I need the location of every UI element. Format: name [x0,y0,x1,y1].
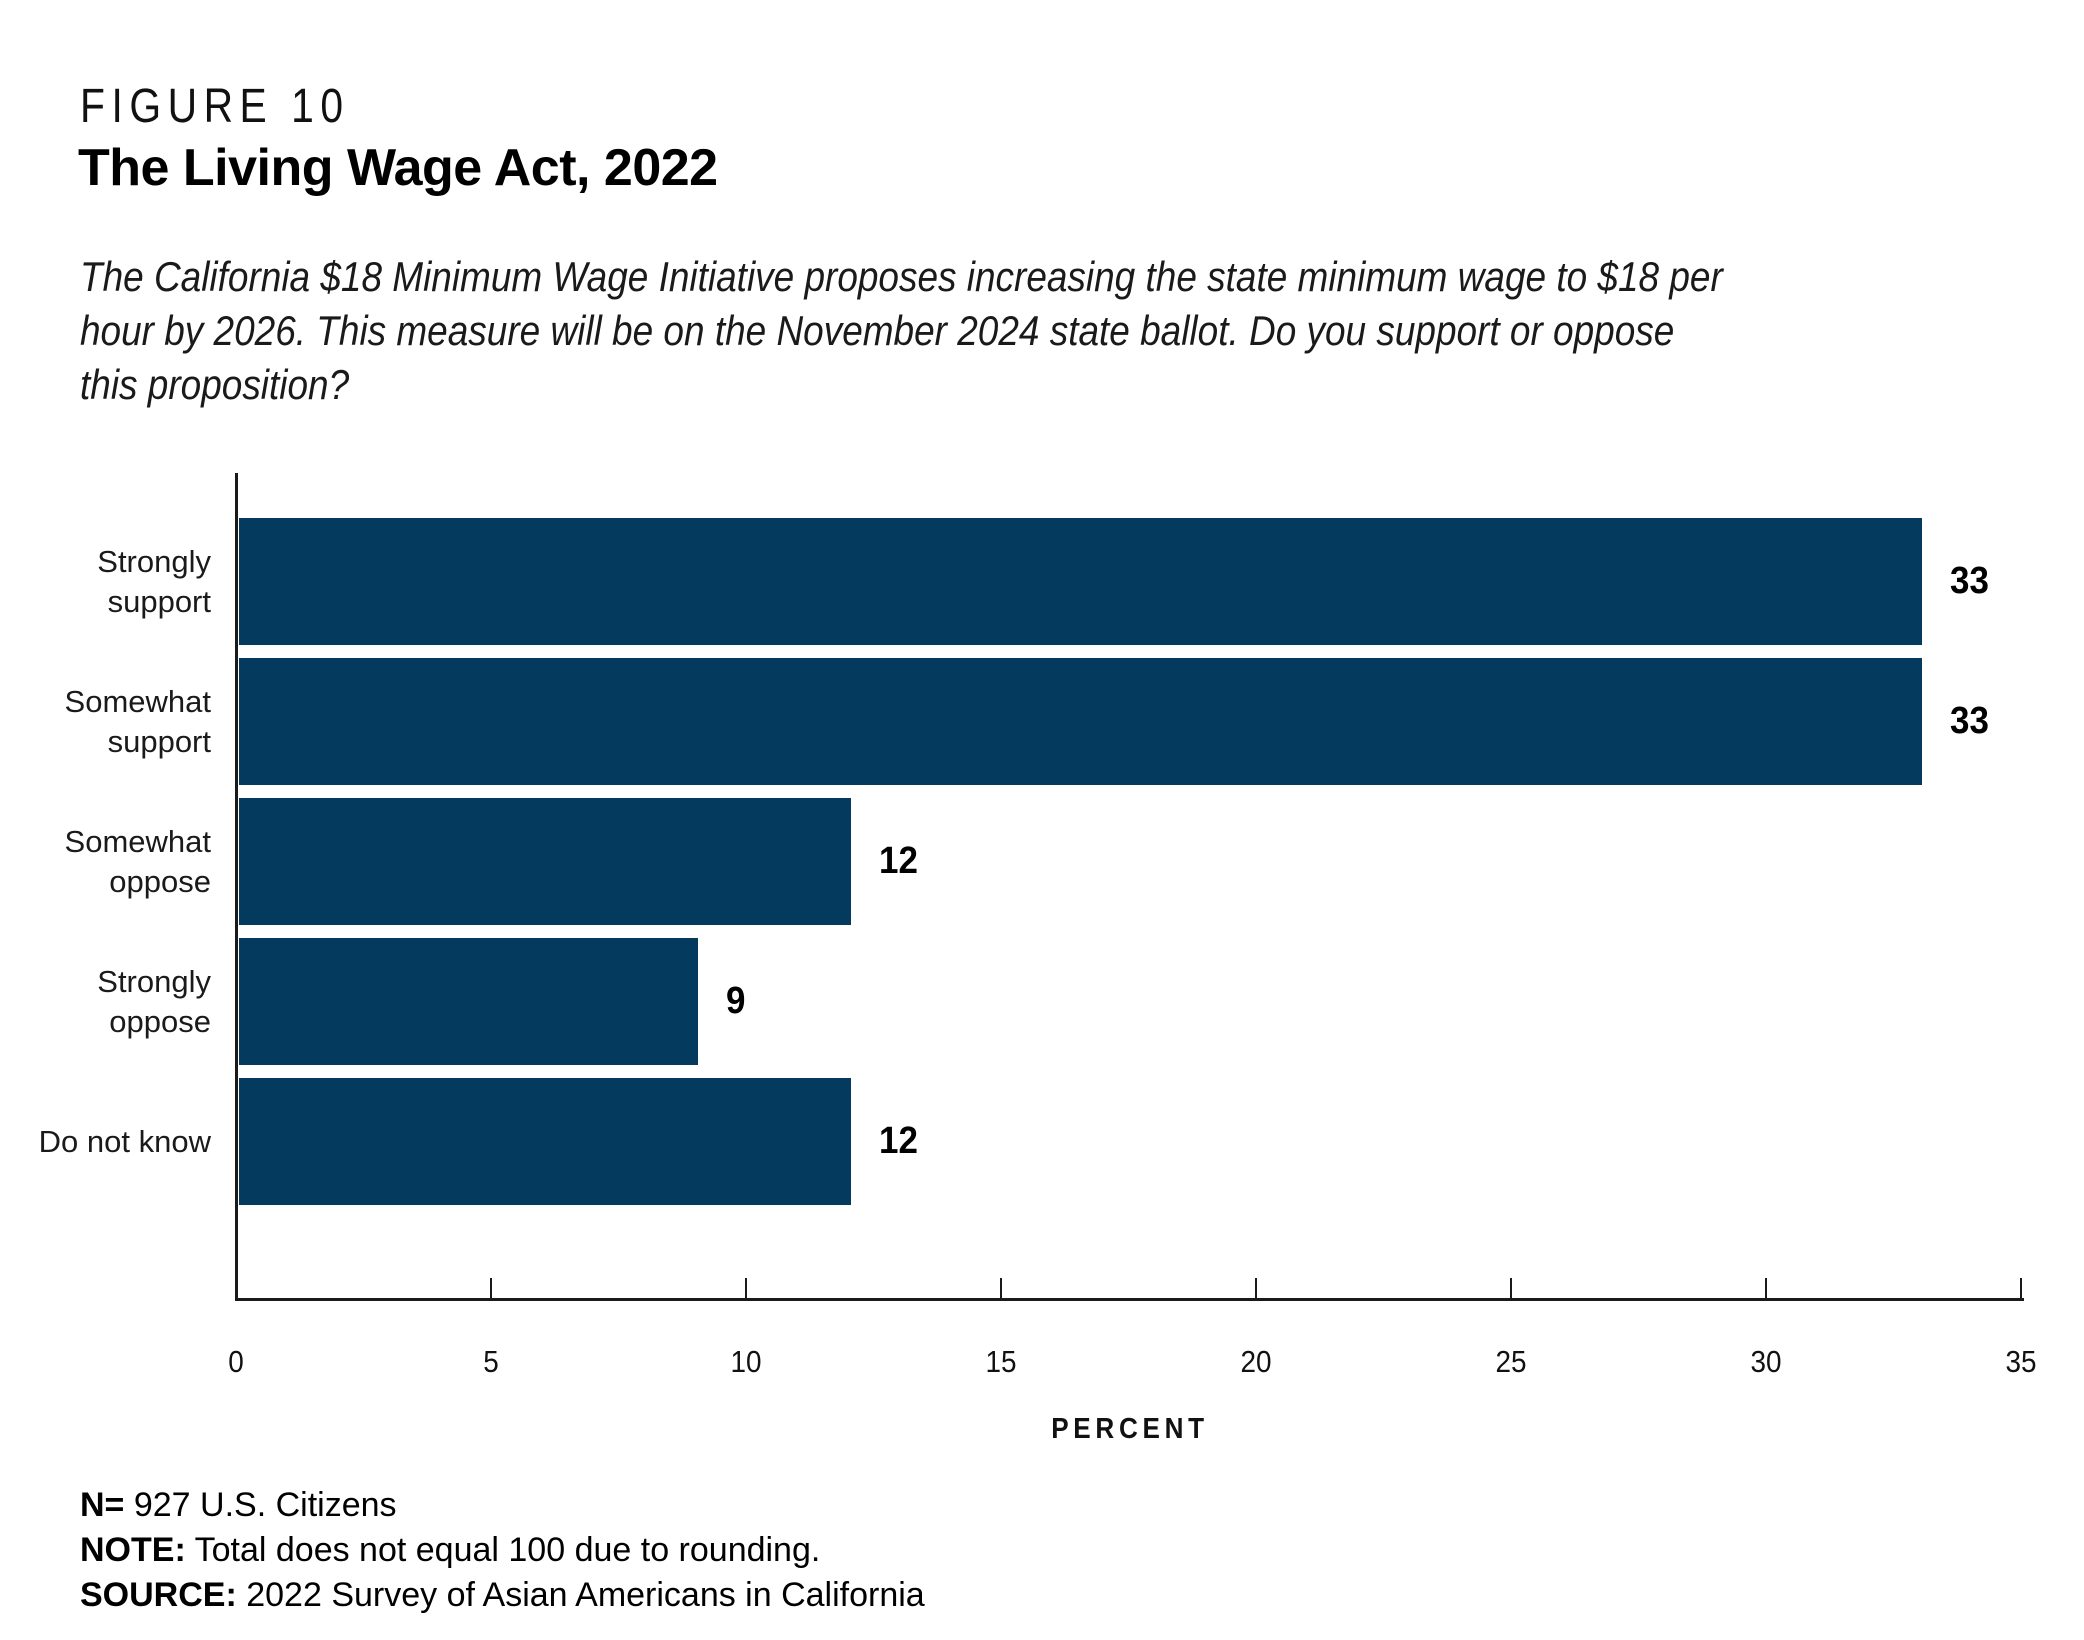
x-tick-mark [1255,1278,1257,1298]
bar-value-label: 12 [879,840,918,882]
category-label-line: Do not know [38,1123,211,1159]
figure-footnotes: N= 927 U.S. Citizens NOTE: Total does no… [80,1483,925,1618]
survey-question-text: The California $18 Minimum Wage Initiati… [80,250,1723,412]
bar-value-label: 12 [879,1120,918,1162]
figure-title: The Living Wage Act, 2022 [78,139,718,197]
x-tick-label: 35 [2005,1344,2037,1379]
footnote-source-text: 2022 Survey of Asian Americans in Califo… [236,1576,925,1614]
category-label: Somewhat support [0,658,211,785]
bar-value-label: 9 [726,980,746,1022]
question-line-1: The California $18 Minimum Wage Initiati… [80,253,1723,300]
x-tick-mark [2020,1278,2022,1298]
question-line-2: hour by 2026. This measure will be on th… [80,307,1675,354]
bar-somewhat-support [239,658,1922,785]
footnote-note: NOTE: Total does not equal 100 due to ro… [80,1528,925,1573]
footnote-source: SOURCE: 2022 Survey of Asian Americans i… [80,1573,925,1618]
category-label-line: oppose [109,863,211,899]
category-label-line: Strongly [97,543,211,579]
category-label: Do not know [0,1078,211,1205]
category-label-line: Somewhat [64,683,211,719]
x-tick-label: 20 [1240,1344,1272,1379]
category-label-line: support [107,583,211,619]
x-tick-label: 10 [730,1344,762,1379]
x-tick-mark [490,1278,492,1298]
bar-do-not-know [239,1078,851,1205]
category-label-line: support [107,723,211,759]
x-tick-mark [1765,1278,1767,1298]
category-label-line: Somewhat [64,823,211,859]
x-tick-mark [235,1278,237,1298]
x-tick-label: 30 [1750,1344,1782,1379]
footnote-source-label: SOURCE: [80,1576,237,1614]
x-tick-mark [1510,1278,1512,1298]
x-tick-label: 0 [228,1344,244,1379]
category-label: Somewhat oppose [0,798,211,925]
x-tick-mark [1000,1278,1002,1298]
bar-strongly-support [239,518,1922,645]
category-label: Strongly support [0,518,211,645]
x-tick-label: 25 [1495,1344,1527,1379]
footnote-note-text: Total does not equal 100 due to rounding… [185,1531,821,1569]
x-tick-label: 15 [985,1344,1017,1379]
bar-value-label: 33 [1950,700,1989,742]
footnote-n: N= 927 U.S. Citizens [80,1483,925,1528]
y-axis-line [235,473,238,1301]
footnote-note-label: NOTE: [80,1531,186,1569]
x-tick-label: 5 [483,1344,499,1379]
category-label: Strongly oppose [0,938,211,1065]
bar-strongly-oppose [239,938,698,1065]
footnote-n-label: N= [80,1486,125,1524]
figure-number-label: FIGURE 10 [80,80,350,133]
category-label-line: Strongly [97,963,211,999]
footnote-n-text: 927 U.S. Citizens [124,1486,397,1524]
question-line-3: this proposition? [80,361,350,408]
x-axis-line [235,1298,2024,1301]
bar-somewhat-oppose [239,798,851,925]
x-tick-mark [745,1278,747,1298]
bar-value-label: 33 [1950,560,1989,602]
x-axis-title: PERCENT [1051,1413,1209,1445]
category-label-line: oppose [109,1003,211,1039]
